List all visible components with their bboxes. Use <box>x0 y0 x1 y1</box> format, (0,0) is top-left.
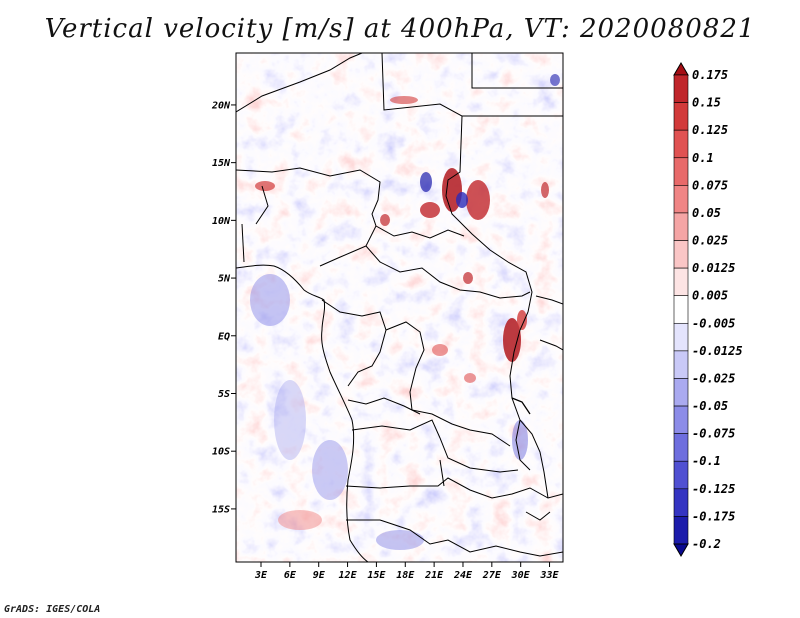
velocity-extreme-patch <box>517 310 527 330</box>
country-borders <box>236 53 563 562</box>
colorbar-swatch <box>673 295 689 324</box>
lon-tick-label: 21E <box>424 570 444 581</box>
velocity-extreme-patch <box>376 530 424 550</box>
colorbar: 0.175 0.15 0.125 0.1 0.075 0.05 0.025 0.0125 0.0… <box>673 62 743 557</box>
lat-tick-label: 5S <box>218 389 230 400</box>
colorbar-swatch <box>673 322 689 352</box>
colorbar-swatch <box>673 212 689 241</box>
velocity-extreme-patch <box>512 420 528 460</box>
colorbar-swatch <box>673 460 689 490</box>
velocity-extreme-patch <box>274 380 306 460</box>
velocity-extreme-patch <box>541 182 549 198</box>
velocity-extreme-patch <box>503 318 521 362</box>
velocity-extreme-patch <box>463 272 473 284</box>
lat-tick-label: 15S <box>212 504 230 515</box>
velocity-extreme-patch <box>432 344 448 356</box>
colorbar-swatch <box>673 74 689 103</box>
colorbar-label: 0.0125 <box>692 261 735 275</box>
velocity-extreme-patch <box>278 510 322 530</box>
colorbar-label: -0.05 <box>692 399 728 413</box>
velocity-extreme-patch <box>466 180 490 220</box>
latitude-axis: 20N 15N 10N 5N EQ 5S 10S 15S <box>211 100 236 515</box>
colorbar-label: 0.125 <box>692 123 728 137</box>
colorbar-label: 0.175 <box>692 68 728 82</box>
colorbar-label: -0.175 <box>692 509 735 523</box>
colorbar-swatch <box>673 516 689 545</box>
velocity-extreme-patch <box>390 96 418 104</box>
colorbar-swatch <box>673 405 689 434</box>
colorbar-swatch <box>673 129 689 159</box>
grads-credit: GrADS: IGES/COLA <box>4 604 101 615</box>
colorbar-label: -0.125 <box>692 482 735 496</box>
lon-tick-label: 27E <box>482 570 502 581</box>
lat-tick-label: 15N <box>212 158 231 169</box>
velocity-extreme-patch <box>456 192 468 208</box>
velocity-field <box>236 53 563 562</box>
longitude-axis: 3E 6E 9E 12E 15E 18E 21E 24E 27E 30E 33E <box>254 562 560 581</box>
colorbar-label: -0.0125 <box>692 344 743 358</box>
lat-tick-label: EQ <box>218 331 230 342</box>
colorbar-label: -0.1 <box>692 454 721 468</box>
lon-tick-label: 9E <box>313 570 326 581</box>
lat-tick-label: 10N <box>212 216 231 227</box>
velocity-extreme-patch <box>250 274 290 326</box>
velocity-extreme-patch <box>464 373 476 383</box>
lon-tick-label: 24E <box>453 570 473 581</box>
lon-tick-label: 3E <box>254 570 268 581</box>
colorbar-label: -0.025 <box>692 371 735 385</box>
colorbar-label: 0.1 <box>692 151 714 165</box>
velocity-extreme-patch <box>312 440 348 500</box>
colorbar-label: -0.2 <box>692 537 721 551</box>
colorbar-swatch <box>673 267 689 297</box>
colorbar-label: 0.025 <box>692 234 728 248</box>
lon-tick-label: 15E <box>367 570 386 581</box>
lat-tick-label: 20N <box>211 100 231 111</box>
colorbar-swatch <box>673 433 689 462</box>
velocity-extreme-patch <box>420 202 440 218</box>
lon-tick-label: 18E <box>396 570 415 581</box>
lon-tick-label: 33E <box>540 570 560 581</box>
colorbar-label: 0.05 <box>692 206 721 220</box>
colorbar-swatch <box>673 240 689 269</box>
colorbar-label: 0.075 <box>692 178 728 192</box>
lon-tick-label: 30E <box>511 570 531 581</box>
lat-tick-label: 10S <box>212 447 230 458</box>
colorbar-label: 0.005 <box>692 289 728 303</box>
map-title: Vertical velocity [m/s] at 400hPa, VT: 2… <box>44 14 756 44</box>
colorbar-swatch <box>673 185 689 214</box>
colorbar-swatch <box>673 378 689 407</box>
lon-tick-label: 6E <box>284 570 297 581</box>
colorbar-min-arrow <box>673 543 689 557</box>
velocity-extreme-patch <box>255 181 275 191</box>
velocity-extreme-patch <box>550 74 560 86</box>
colorbar-label: 0.15 <box>692 96 721 110</box>
colorbar-swatch <box>673 350 689 379</box>
colorbar-label: -0.005 <box>692 316 735 330</box>
colorbar-swatch <box>673 157 689 186</box>
lon-tick-label: 12E <box>339 570 358 581</box>
colorbar-max-arrow <box>673 62 689 76</box>
colorbar-swatch <box>673 488 689 517</box>
plot-frame <box>235 52 564 563</box>
velocity-extreme-patch <box>420 172 432 192</box>
velocity-extreme-patch <box>380 214 390 226</box>
colorbar-label: -0.075 <box>692 427 735 441</box>
lat-tick-label: 5N <box>218 274 231 285</box>
colorbar-swatch <box>673 102 689 131</box>
